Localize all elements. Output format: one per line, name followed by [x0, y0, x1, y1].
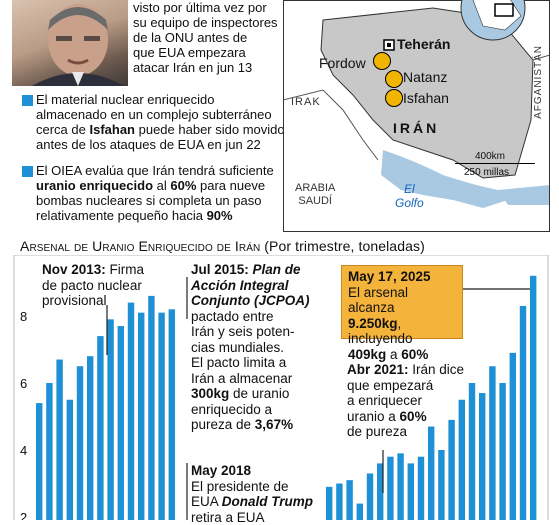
- person-icon: [32, 4, 124, 86]
- nuclear-icon: [385, 89, 403, 107]
- annotation-jul2015: Jul 2015: Plan de Acción Integral Conjun…: [191, 262, 310, 432]
- bar: [428, 426, 435, 520]
- label-tehran: Teherán: [397, 36, 451, 52]
- chart-title: Arsenal de Uranio Enriquecido de Irán (P…: [20, 238, 425, 254]
- bar: [36, 403, 43, 520]
- annotation-nov2013: Nov 2013: Firma de pacto nuclear provisi…: [42, 262, 145, 308]
- annotation-may2025: May 17, 2025 El arsenal alcanza 9.250kg,…: [341, 265, 463, 362]
- bar: [87, 356, 94, 520]
- bar: [336, 483, 343, 520]
- bar: [46, 383, 53, 520]
- bar: [168, 309, 175, 520]
- label-afganistan: AFGANISTÁN: [533, 45, 544, 119]
- intro-text: visto por última vez por su equipo de in…: [133, 0, 278, 75]
- bar: [530, 275, 537, 520]
- y-tick-label: 4: [20, 443, 27, 458]
- annotation-may2018: May 2018 El presidente de EUA Donald Tru…: [191, 463, 314, 525]
- bar: [377, 463, 384, 520]
- bar: [489, 366, 496, 520]
- bar: [509, 352, 516, 520]
- bullet-isfahan: El material nuclear enriquecido almacena…: [36, 92, 285, 152]
- bar: [117, 326, 124, 520]
- scale-bar: [455, 163, 535, 164]
- annotation-abr2021: Abr 2021: Irán dice que empezará a enriq…: [347, 362, 465, 439]
- bar: [397, 453, 404, 520]
- bar: [438, 450, 445, 520]
- bar: [448, 419, 455, 520]
- y-tick-label: 8: [20, 309, 27, 324]
- bar: [458, 399, 465, 520]
- bullet-marker: [22, 95, 33, 106]
- bar: [158, 312, 165, 520]
- label-arabia: ARABIA SAUDÍ: [295, 182, 336, 207]
- scale-km: 400km: [475, 151, 506, 162]
- label-natanz: Natanz: [403, 69, 448, 85]
- bar: [107, 319, 114, 520]
- bullet-iaea: El OIEA evalúa que Irán tendrá suficient…: [36, 163, 274, 223]
- bar: [127, 302, 135, 520]
- label-irak: IRAK: [291, 96, 321, 108]
- nuclear-icon: [373, 52, 391, 70]
- bar: [366, 473, 374, 520]
- bar: [346, 480, 353, 520]
- nuclear-icon: [385, 70, 403, 88]
- bar: [66, 399, 73, 520]
- label-fordow: Fordow: [319, 55, 366, 71]
- bar: [387, 456, 394, 520]
- bar: [407, 463, 414, 520]
- inspector-photo: [12, 0, 128, 86]
- y-tick-label: 6: [20, 376, 27, 391]
- bar: [326, 486, 333, 520]
- bar: [468, 383, 476, 520]
- label-golfo: El Golfo: [395, 182, 424, 210]
- bar: [479, 393, 486, 520]
- uranium-chart: 8 6 4 2: [13, 255, 549, 520]
- scale-mi: 250 millas: [464, 167, 510, 178]
- label-iran: IRÁN: [393, 120, 440, 136]
- bar: [499, 383, 506, 520]
- bar: [76, 366, 84, 520]
- bullet-marker: [22, 166, 33, 177]
- bar: [519, 305, 527, 520]
- y-tick-label: 2: [20, 510, 27, 520]
- iran-map: Teherán Fordow Natanz Isfahan IRAK IRÁN …: [283, 0, 550, 232]
- bar: [148, 295, 155, 520]
- bar: [417, 456, 425, 520]
- bar: [138, 312, 145, 520]
- bar: [97, 336, 104, 520]
- bar: [56, 359, 63, 520]
- label-isfahan: Isfahan: [403, 90, 449, 106]
- bar: [356, 503, 363, 520]
